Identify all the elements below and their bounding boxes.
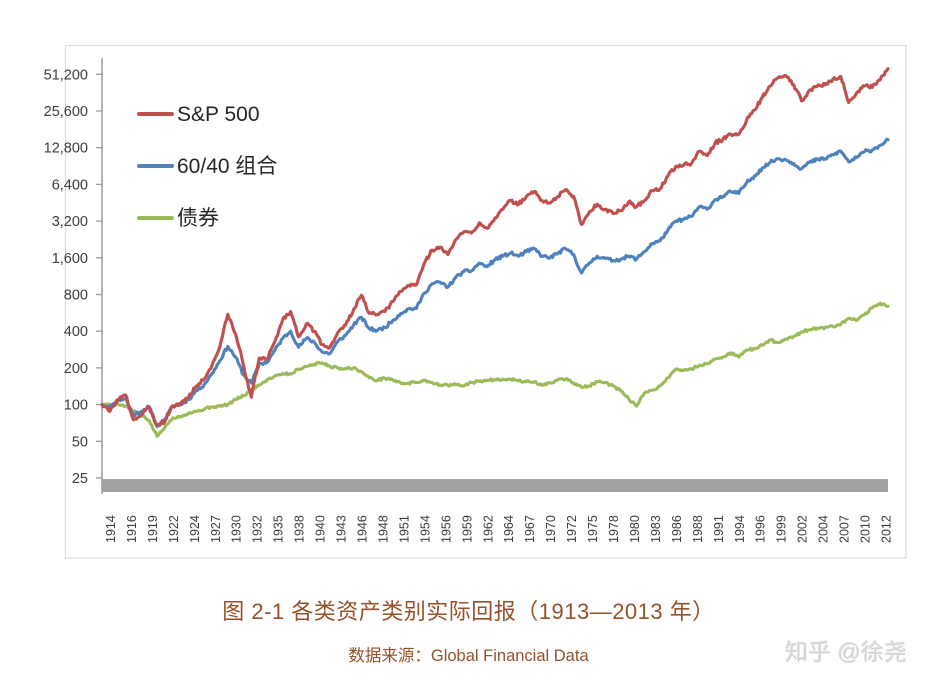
x-tick-label: 1986 [670,515,684,543]
x-tick-label: 2002 [796,515,810,543]
figure-caption: 图 2-1 各类资产类别实际回报（1913—2013 年） [222,599,715,624]
x-tick-label: 2007 [838,515,852,543]
x-tick-label: 1951 [397,515,411,543]
legend-item-bonds: 债券 [137,205,277,231]
x-tick-label: 1980 [628,515,642,543]
x-tick-label: 1946 [356,515,370,543]
x-tick-label: 1932 [251,515,265,543]
x-tick-label: 1924 [188,515,202,543]
x-tick-label: 1962 [481,515,495,543]
y-tick-label: 400 [64,324,88,340]
x-tick-label: 1919 [146,515,160,543]
x-tick-label: 1972 [565,515,579,543]
legend-item-sp500: S&P 500 [137,101,277,127]
y-tick-label: 25 [72,471,88,487]
chart-legend: S&P 500 60/40 组合 债券 [137,101,277,257]
x-tick-label: 1956 [439,515,453,543]
x-tick-label: 1994 [733,515,747,543]
x-tick-label: 1970 [544,515,558,543]
x-tick-label: 1975 [586,515,600,543]
x-tick-label: 1959 [460,515,474,543]
x-tick-label: 2012 [880,515,894,543]
x-tick-label: 1967 [523,515,537,543]
x-tick-label: 1943 [335,515,349,543]
x-tick-label: 1978 [607,515,621,543]
sp500-legend-label: S&P 500 [177,102,260,126]
x-tick-label: 1935 [272,515,286,543]
y-tick-label: 12,800 [44,141,88,157]
x-tick-label: 1948 [377,515,391,543]
series-portfolio6040 [100,137,890,429]
y-tick-label: 50 [72,434,88,450]
y-tick-label: 1,600 [52,251,88,267]
figure-source: 数据来源：Global Financial Data [348,647,589,665]
chart-border [64,44,907,559]
y-tick-label: 100 [64,398,88,414]
x-tick-label: 1938 [293,515,307,543]
series-sp500 [100,67,890,427]
x-tick-label: 1916 [125,515,139,543]
y-tick-label: 6,400 [52,177,88,193]
y-tick-label: 800 [64,288,88,304]
watermark: 知乎 @徐尧 [785,639,907,665]
x-tick-label: 1940 [314,515,328,543]
x-tick-label: 1922 [167,515,181,543]
y-tick-label: 51,200 [44,67,88,83]
legend-item-60-40-portfolio: 60/40 组合 [137,153,277,179]
bonds-line-swatch [137,216,174,220]
x-tick-label: 1930 [230,515,244,543]
x-axis-band [102,479,888,492]
bonds-legend-label: 债券 [177,206,219,230]
y-tick-label: 3,200 [52,214,88,230]
x-tick-label: 1954 [418,515,432,543]
series-bonds [100,301,890,438]
sp500-line-swatch [137,112,174,116]
x-tick-label: 1914 [104,515,118,543]
y-tick-label: 200 [64,361,88,377]
x-tick-label: 2004 [817,515,831,543]
x-tick-label: 1999 [775,515,789,543]
x-tick-label: 1991 [712,515,726,543]
x-tick-label: 1983 [649,515,663,543]
x-tick-label: 1988 [691,515,705,543]
portfolio-line-swatch [137,164,174,168]
y-tick-label: 25,600 [44,104,88,120]
x-tick-label: 1927 [209,515,223,543]
x-tick-label: 2010 [859,515,873,543]
portfolio-legend-label: 60/40 组合 [177,154,278,178]
x-tick-label: 1964 [502,515,516,543]
x-tick-label: 1996 [754,515,768,543]
